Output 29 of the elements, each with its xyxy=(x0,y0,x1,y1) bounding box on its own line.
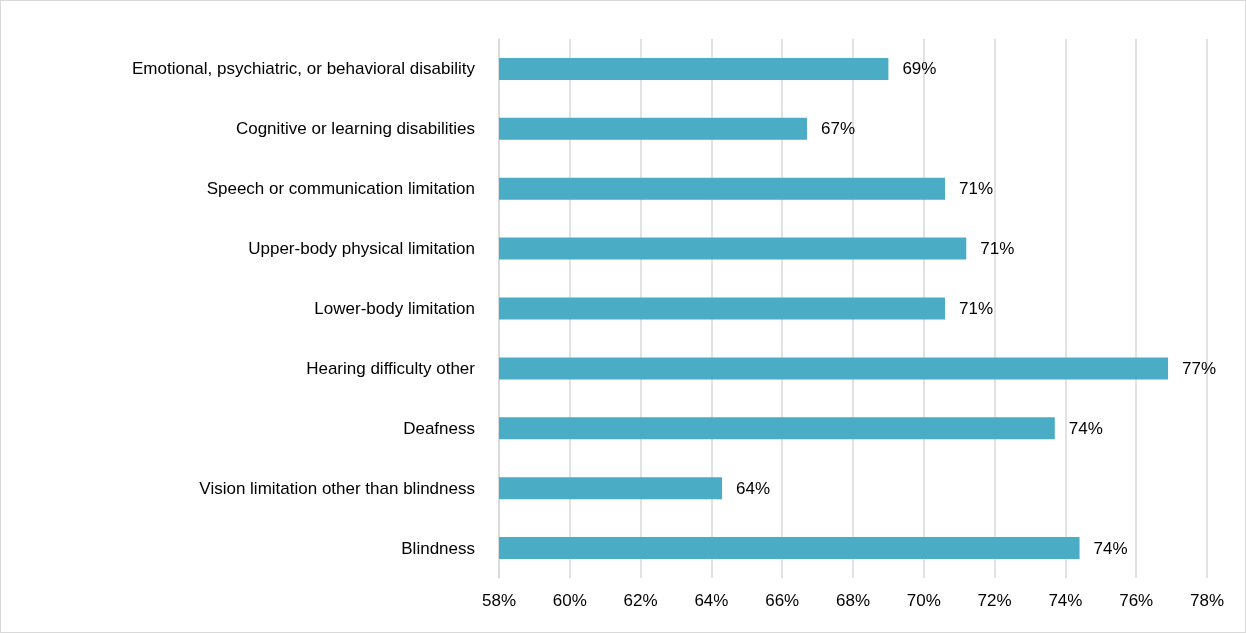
x-tick-label: 72% xyxy=(977,591,1012,610)
data-label: 74% xyxy=(1093,538,1128,558)
data-label: 71% xyxy=(959,299,994,318)
y-tick-label: Emotional, psychiatric, or behavioral disability xyxy=(132,59,476,79)
data-label: 71% xyxy=(959,179,994,199)
y-tick-label: Vision limitation other than blindness xyxy=(199,478,475,498)
data-label: 69% xyxy=(902,59,937,79)
y-tick-label: Hearing difficulty other xyxy=(306,358,476,378)
data-label: 77% xyxy=(1182,358,1217,378)
y-tick-label: Blindness xyxy=(401,538,475,558)
x-tick-label: 68% xyxy=(835,591,871,610)
y-tick-label: Cognitive or learning disabilities xyxy=(235,119,475,139)
x-tick-label: 66% xyxy=(765,591,800,610)
y-tick-label: Lower-body limitation xyxy=(314,299,475,318)
x-tick-label: 58% xyxy=(481,591,517,610)
y-tick-label: Deafness xyxy=(403,418,475,438)
data-label: 67% xyxy=(820,119,856,139)
x-tick-label: 74% xyxy=(1048,591,1083,610)
y-tick-label: Speech or communication limitation xyxy=(206,179,475,199)
data-label: 74% xyxy=(1068,418,1103,438)
x-tick-label: 78% xyxy=(1189,591,1225,610)
x-tick-label: 70% xyxy=(906,591,941,610)
data-label: 71% xyxy=(980,239,1015,259)
x-tick-label: 60% xyxy=(552,591,587,610)
x-tick-label: 64% xyxy=(694,591,729,610)
x-tick-label: 62% xyxy=(623,591,658,610)
y-tick-label: Upper-body physical limitation xyxy=(248,239,475,259)
data-label: 64% xyxy=(736,478,771,498)
x-tick-label: 76% xyxy=(1119,591,1154,610)
